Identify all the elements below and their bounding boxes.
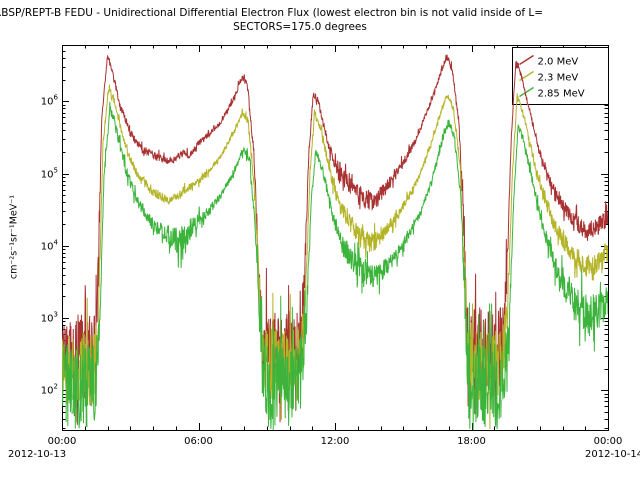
- legend-box: [512, 47, 609, 105]
- data-trace-2-3-mev: [62, 84, 608, 429]
- y-tick-label: 105: [41, 167, 58, 181]
- plot-title: RBSP/REPT-B FEDU - Unidirectional Differ…: [0, 7, 544, 19]
- plot-subtitle: SECTORS=175.0 degrees: [233, 21, 367, 33]
- x-tick-label: 00:00: [594, 436, 623, 447]
- legend-label: 2.85 MeV: [538, 89, 585, 100]
- x-date-label: 2012-10-13: [8, 449, 66, 460]
- x-date-label: 2012-10-14: [585, 449, 640, 460]
- data-trace-2-0-mev: [62, 54, 608, 425]
- x-tick-label: 12:00: [321, 436, 350, 447]
- x-tick-label: 06:00: [184, 436, 213, 447]
- legend-label: 2.0 MeV: [538, 57, 579, 68]
- y-tick-label: 104: [41, 239, 59, 253]
- x-tick-label: 18:00: [457, 436, 486, 447]
- legend-line-sample: [519, 86, 534, 98]
- y-tick-label: 103: [41, 311, 58, 325]
- legend-label: 2.3 MeV: [538, 73, 579, 84]
- y-tick-label: 106: [41, 94, 59, 108]
- x-tick-label: 00:00: [48, 436, 77, 447]
- legend-line-sample: [519, 54, 534, 66]
- data-trace-2-85-mev: [62, 101, 608, 430]
- y-tick-label: 102: [41, 383, 58, 397]
